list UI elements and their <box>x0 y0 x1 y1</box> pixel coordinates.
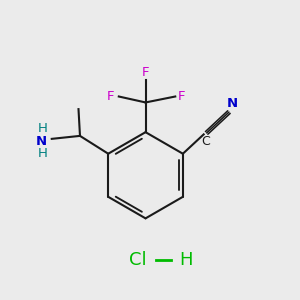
Text: F: F <box>142 66 149 79</box>
Text: F: F <box>178 90 186 103</box>
Text: H: H <box>38 122 47 135</box>
Text: F: F <box>107 90 114 103</box>
Text: Cl: Cl <box>129 251 147 269</box>
Text: H: H <box>38 147 47 160</box>
Text: C: C <box>201 135 209 148</box>
Text: H: H <box>179 251 192 269</box>
Text: N: N <box>36 135 47 148</box>
Text: N: N <box>227 97 238 110</box>
